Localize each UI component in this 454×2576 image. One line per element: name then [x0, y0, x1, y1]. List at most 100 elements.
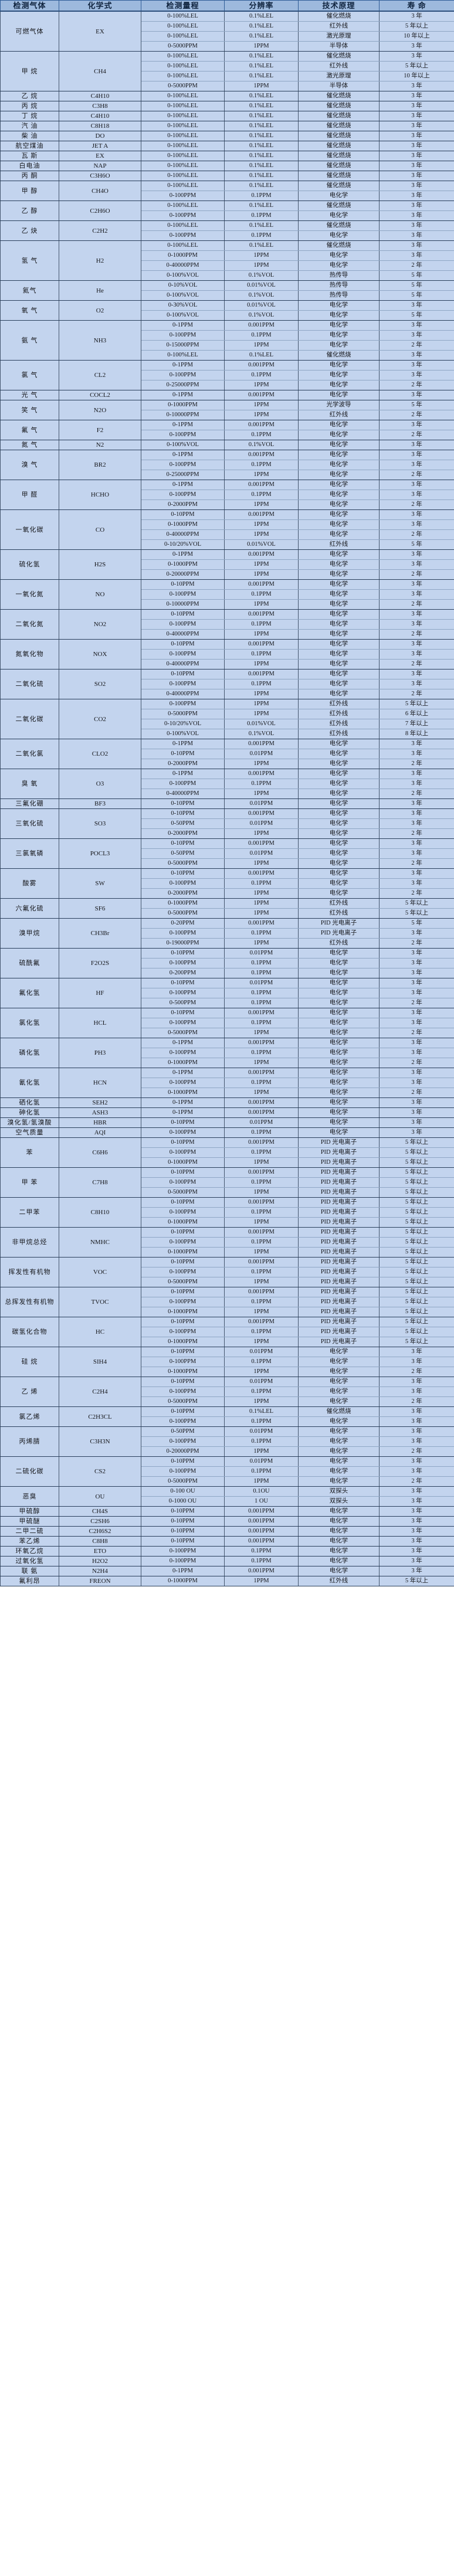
cell-lifetime: 5 年以上: [379, 1247, 454, 1258]
cell-chemical-formula: BF3: [59, 798, 141, 809]
cell-range: 0-20000PPM: [141, 569, 225, 580]
table-row: 0-100PPM 0.1PPM 电化学 3 年: [1, 1416, 454, 1427]
table-row: 0-10PPM 0.01PPM 电化学 3 年: [1, 749, 454, 759]
cell-technology: 电化学: [298, 659, 380, 670]
cell-range: 0-5000PPM: [141, 1396, 225, 1407]
cell-gas-name: 航空煤油: [0, 141, 59, 151]
cell-technology: 催化燃烧: [298, 171, 380, 181]
cell-gas-name: 碳氢化合物: [0, 1317, 59, 1347]
cell-technology: PID 光电离子: [298, 918, 380, 929]
cell-resolution: 0.001PPM: [224, 1536, 299, 1547]
cell-lifetime: 3 年: [379, 1496, 454, 1507]
cell-lifetime: 3 年: [379, 1117, 454, 1128]
cell-resolution: 1PPM: [224, 659, 299, 670]
table-row: 0-100PPM 0.1PPM 电化学 3 年: [1, 1386, 454, 1397]
cell-lifetime: 3 年: [379, 131, 454, 141]
cell-lifetime: 3 年: [379, 868, 454, 879]
cell-range: 0-20PPM: [141, 918, 225, 929]
cell-resolution: 1PPM: [224, 1277, 299, 1287]
cell-lifetime: 5 年: [379, 270, 454, 281]
table-row: 二氧化氮 NO2 0-10PPM 0.001PPM 电化学 3 年: [0, 609, 454, 640]
cell-lifetime: 5 年以上: [379, 1197, 454, 1208]
cell-lifetime: 2 年: [379, 1058, 454, 1068]
cell-range: 0-100PPM: [141, 988, 225, 998]
cell-chemical-formula: C4H10: [59, 91, 141, 101]
cell-technology: 电化学: [298, 978, 380, 988]
cell-resolution: 1PPM: [224, 1576, 299, 1586]
cell-resolution: 0.1%LEL: [224, 161, 299, 171]
cell-resolution: 0.1PPM: [224, 210, 299, 221]
cell-chemical-formula: PH3: [59, 1038, 141, 1068]
cell-technology: 电化学: [298, 958, 380, 968]
cell-chemical-formula: O3: [59, 769, 141, 799]
cell-range: 0-10PPM: [141, 1536, 225, 1547]
cell-technology: 红外线: [298, 61, 380, 72]
cell-range: 0-100PPM: [141, 1048, 225, 1058]
cell-technology: 红外线: [298, 729, 380, 739]
cell-range: 0-10PPM: [141, 808, 225, 819]
cell-range: 0-100PPM: [141, 1127, 225, 1138]
cell-range: 0-10PPM: [141, 868, 225, 879]
cell-lifetime: 3 年: [379, 1357, 454, 1367]
table-row: 恶臭 OU 0-100 OU 0.1OU 双探头 3 年: [0, 1486, 454, 1507]
cell-technology: 电化学: [298, 230, 380, 241]
cell-gas-name: 二甲二硫: [0, 1526, 59, 1537]
cell-range: 0-10PPM: [141, 1117, 225, 1128]
table-row: 0-1000PPM 1PPM 电化学 3 年: [1, 559, 454, 570]
cell-lifetime: 2 年: [379, 759, 454, 769]
cell-range: 0-40000PPM: [141, 659, 225, 670]
cell-resolution: 0.001PPM: [224, 1257, 299, 1267]
gas-detection-table: 检测气体 化学式 检测量程 分辨率 技术原理 寿 命 可燃气体 EX 0-100%L…: [0, 0, 454, 1586]
cell-gas-name: 乙 醇: [0, 200, 59, 221]
cell-lifetime: 5 年以上: [379, 1157, 454, 1168]
cell-lifetime: 5 年以上: [379, 1207, 454, 1218]
cell-resolution: 0.001PPM: [224, 420, 299, 430]
cell-range: 0-10PPM: [141, 1516, 225, 1527]
cell-technology: 电化学: [298, 1436, 380, 1447]
cell-technology: 电化学: [298, 460, 380, 470]
table-row: 氯乙烯 C2H3CL 0-10PPM 0.1%LEL 催化燃烧 3 年: [0, 1406, 454, 1427]
cell-range: 0-100PPM: [141, 210, 225, 221]
cell-technology: 电化学: [298, 260, 380, 271]
cell-technology: 电化学: [298, 798, 380, 809]
cell-resolution: 1PPM: [224, 380, 299, 390]
cell-range: 0-200PPM: [141, 968, 225, 978]
cell-lifetime: 3 年: [379, 1406, 454, 1417]
cell-resolution: 1PPM: [224, 410, 299, 420]
table-row: 0-40000PPM 1PPM 电化学 2 年: [1, 659, 454, 670]
cell-technology: 催化燃烧: [298, 131, 380, 141]
cell-range: 0-1PPM: [141, 769, 225, 779]
cell-lifetime: 3 年: [379, 91, 454, 101]
table-row: 三氧化硫 SO3 0-10PPM 0.001PPM 电化学 3 年: [0, 808, 454, 839]
cell-gas-name: 硒化氢: [0, 1097, 59, 1108]
cell-range: 0-100PPM: [141, 191, 225, 201]
cell-gas-name: 氰化氢: [0, 1068, 59, 1098]
cell-range: 0-1000PPM: [141, 898, 225, 909]
cell-gas-name: 恶臭: [0, 1486, 59, 1507]
cell-resolution: 0.1PPM: [224, 619, 299, 630]
cell-technology: PID 光电离子: [298, 1307, 380, 1317]
cell-resolution: 0.1%LEL: [224, 111, 299, 121]
table-row: 氰化氢 HCN 0-1PPM 0.001PPM 电化学 3 年: [0, 1068, 454, 1098]
cell-resolution: 0.1PPM: [224, 649, 299, 660]
cell-lifetime: 10 年以上: [379, 31, 454, 42]
cell-technology: 电化学: [298, 1377, 380, 1387]
cell-chemical-formula: C2H3CL: [59, 1406, 141, 1427]
cell-gas-name: 氯 气: [0, 360, 59, 390]
cell-technology: PID 光电离子: [298, 1137, 380, 1148]
cell-resolution: 0.001PPM: [224, 609, 299, 620]
cell-technology: 电化学: [298, 1088, 380, 1098]
cell-resolution: 0.1PPM: [224, 1386, 299, 1397]
cell-technology: 电化学: [298, 1546, 380, 1557]
cell-chemical-formula: OU: [59, 1486, 141, 1507]
cell-resolution: 1PPM: [224, 1187, 299, 1198]
cell-resolution: 0.1%VOL: [224, 270, 299, 281]
cell-range: 0-100PPM: [141, 589, 225, 600]
cell-gas-name: 三氧化硫: [0, 808, 59, 839]
cell-gas-name: 丁 烷: [0, 111, 59, 121]
cell-technology: 红外线: [298, 1576, 380, 1586]
cell-range: 0-100%LEL: [141, 11, 225, 22]
cell-technology: 电化学: [298, 360, 380, 371]
cell-range: 0-100PPM: [141, 649, 225, 660]
table-row: 丁 烷 C4H10 0-100%LEL 0.1%LEL 催化燃烧 3 年: [0, 111, 454, 121]
